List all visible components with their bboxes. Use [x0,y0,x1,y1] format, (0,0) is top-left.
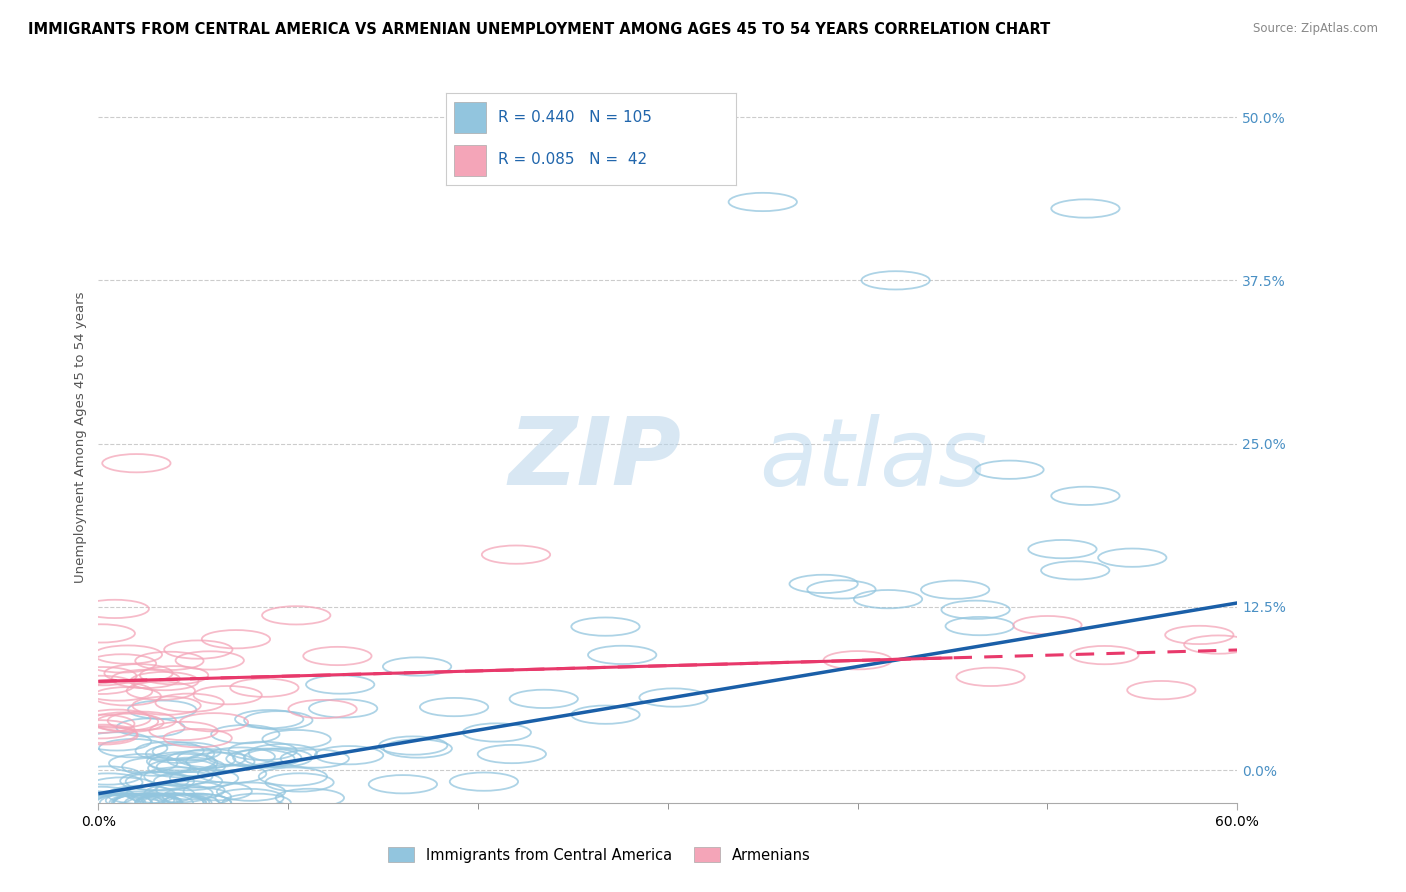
Text: Source: ZipAtlas.com: Source: ZipAtlas.com [1253,22,1378,36]
Text: ZIP: ZIP [509,413,682,505]
Legend: Immigrants from Central America, Armenians: Immigrants from Central America, Armenia… [382,841,817,869]
Text: atlas: atlas [759,414,987,505]
Text: IMMIGRANTS FROM CENTRAL AMERICA VS ARMENIAN UNEMPLOYMENT AMONG AGES 45 TO 54 YEA: IMMIGRANTS FROM CENTRAL AMERICA VS ARMEN… [28,22,1050,37]
Y-axis label: Unemployment Among Ages 45 to 54 years: Unemployment Among Ages 45 to 54 years [75,292,87,582]
